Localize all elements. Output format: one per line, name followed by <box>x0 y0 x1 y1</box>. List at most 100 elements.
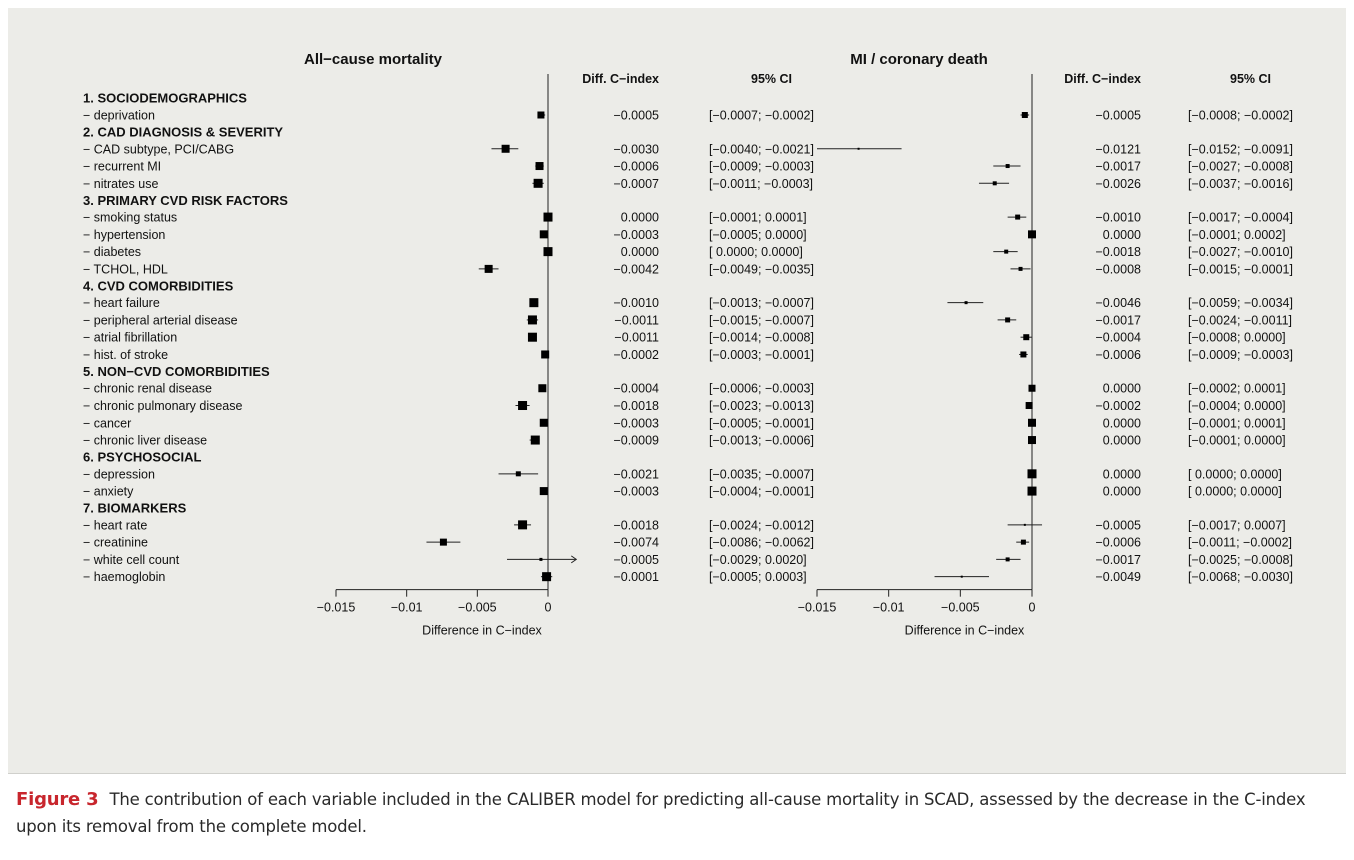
right-diff-value: −0.0026 <box>1095 177 1141 191</box>
group-heading: 1. SOCIODEMOGRAPHICS <box>83 91 247 106</box>
right-ci-value: [−0.0027; −0.0008] <box>1188 160 1293 174</box>
right-ci-value: [−0.0017; 0.0007] <box>1188 518 1286 532</box>
right-point-estimate <box>1004 249 1009 254</box>
left-ci-value: [−0.0014; −0.0008] <box>709 331 814 345</box>
figure-caption: Figure 3 The contribution of each variab… <box>16 786 1336 840</box>
right-point-estimate <box>857 147 860 150</box>
left-diff-value: −0.0030 <box>613 142 659 156</box>
left-x-tick-label: −0.01 <box>391 601 423 615</box>
left-ci-value: [−0.0004; −0.0001] <box>709 485 814 499</box>
left-diff-value: −0.0042 <box>613 262 659 276</box>
left-point-estimate <box>527 315 537 325</box>
right-col-header-ci: 95% CI <box>1230 72 1271 86</box>
left-ci-value: [−0.0005; 0.0000] <box>709 228 807 242</box>
left-ci-value: [−0.0040; −0.0021] <box>709 142 814 156</box>
left-x-axis-label: Difference in C−index <box>422 624 542 638</box>
variable-label: − chronic renal disease <box>83 382 212 396</box>
right-ci-value: [−0.0008; 0.0000] <box>1188 331 1286 345</box>
right-point-estimate <box>1028 436 1036 445</box>
right-ci-value: [−0.0015; −0.0001] <box>1188 262 1293 276</box>
right-diff-value: 0.0000 <box>1103 467 1141 481</box>
group-heading: 6. PSYCHOSOCIAL <box>83 450 202 465</box>
left-point-estimate <box>542 572 552 582</box>
left-x-tick-label: 0 <box>545 601 552 615</box>
variable-label: − hist. of stroke <box>83 348 168 362</box>
right-ci-value: [−0.0004; 0.0000] <box>1188 399 1286 413</box>
caption-text: The contribution of each variable includ… <box>16 790 1306 836</box>
left-diff-value: −0.0018 <box>613 518 659 532</box>
variable-label: − TCHOL, HDL <box>83 262 168 276</box>
left-diff-value: −0.0011 <box>614 331 659 345</box>
left-panel-title: All−cause mortality <box>304 51 443 68</box>
left-point-estimate <box>537 111 545 119</box>
right-ci-value: [−0.0001; 0.0002] <box>1188 228 1286 242</box>
left-col-header-diff: Diff. C−index <box>582 72 659 86</box>
variable-label: − heart failure <box>83 296 160 310</box>
left-col-header-ci: 95% CI <box>751 72 792 86</box>
right-diff-value: −0.0006 <box>1095 536 1141 550</box>
right-diff-value: −0.0005 <box>1095 518 1141 532</box>
left-ci-value: [−0.0086; −0.0062] <box>709 536 814 550</box>
left-diff-value: 0.0000 <box>621 211 659 225</box>
right-ci-value: [−0.0011; −0.0002] <box>1188 536 1292 550</box>
variable-label: − smoking status <box>83 211 177 225</box>
right-diff-value: −0.0010 <box>1095 211 1141 225</box>
left-diff-value: −0.0004 <box>613 382 659 396</box>
right-point-estimate <box>1027 486 1037 496</box>
right-point-estimate <box>1021 112 1028 118</box>
left-diff-value: −0.0003 <box>613 485 659 499</box>
left-point-estimate <box>439 538 447 546</box>
right-diff-value: −0.0006 <box>1095 348 1141 362</box>
variable-label: − recurrent MI <box>83 160 161 174</box>
figure-label: Figure 3 <box>16 789 99 810</box>
variable-label: − CAD subtype, PCI/CABG <box>83 142 234 156</box>
right-ci-value: [−0.0152; −0.0091] <box>1188 142 1293 156</box>
variable-label: − hypertension <box>83 228 165 242</box>
right-point-estimate <box>1028 230 1036 239</box>
right-point-estimate <box>992 181 997 186</box>
right-ci-value: [−0.0002; 0.0001] <box>1188 382 1286 396</box>
left-point-estimate <box>518 520 528 530</box>
left-ci-value: [−0.0007; −0.0002] <box>709 109 814 123</box>
left-diff-value: −0.0003 <box>613 416 659 430</box>
left-diff-value: −0.0010 <box>613 296 659 310</box>
right-diff-value: 0.0000 <box>1103 382 1141 396</box>
left-point-estimate <box>533 178 543 188</box>
left-point-estimate <box>543 212 553 222</box>
right-diff-value: 0.0000 <box>1103 434 1141 448</box>
variable-label: − nitrates use <box>83 177 158 191</box>
left-point-estimate <box>541 350 550 359</box>
right-ci-value: [ 0.0000; 0.0000] <box>1188 467 1282 481</box>
right-point-estimate <box>1023 523 1026 526</box>
figure-panel: All−cause mortality Diff. C−index 95% CI −0… <box>8 8 1346 773</box>
right-point-estimate <box>1027 469 1037 479</box>
left-point-estimate <box>538 384 547 393</box>
right-point-estimate <box>1005 557 1010 562</box>
right-point-estimate <box>1028 384 1036 392</box>
right-diff-value: −0.0017 <box>1095 313 1141 327</box>
left-ci-value: [−0.0015; −0.0007] <box>709 313 814 327</box>
left-point-estimate <box>535 162 544 171</box>
group-heading: 7. BIOMARKERS <box>83 501 187 516</box>
left-diff-value: −0.0021 <box>613 467 659 481</box>
left-point-estimate <box>527 332 537 342</box>
right-diff-value: −0.0017 <box>1095 553 1141 567</box>
right-x-axis-label: Difference in C−index <box>905 624 1025 638</box>
variable-label: − depression <box>83 467 155 481</box>
left-diff-value: −0.0005 <box>613 553 659 567</box>
variable-label: − atrial fibrillation <box>83 331 177 345</box>
left-ci-value: [ 0.0000; 0.0000] <box>709 245 803 259</box>
right-point-estimate <box>964 301 968 305</box>
variable-label: − creatinine <box>83 536 148 550</box>
variable-label: − anxiety <box>83 485 134 499</box>
right-diff-value: −0.0002 <box>1095 399 1141 413</box>
left-ci-value: [−0.0006; −0.0003] <box>709 382 814 396</box>
left-ci-value: [−0.0023; −0.0013] <box>709 399 814 413</box>
right-diff-value: −0.0005 <box>1095 109 1141 123</box>
left-point-estimate <box>529 298 539 308</box>
left-ci-arrow <box>570 555 578 564</box>
right-ci-value: [−0.0008; −0.0002] <box>1188 109 1293 123</box>
left-diff-value: −0.0009 <box>613 434 659 448</box>
left-ci-value: [−0.0009; −0.0003] <box>709 160 814 174</box>
left-ci-value: [−0.0013; −0.0006] <box>709 434 814 448</box>
